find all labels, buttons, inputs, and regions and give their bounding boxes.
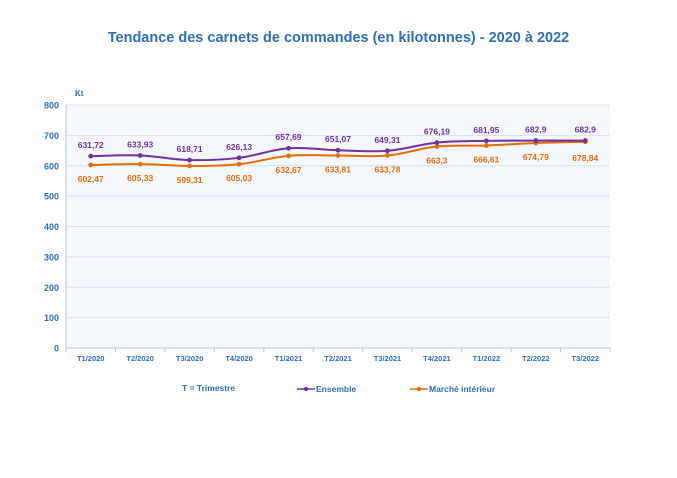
x-tick-label: T1/2020 xyxy=(77,354,105,363)
data-point-ensemble xyxy=(236,155,242,161)
legend-label-ensemble: Ensemble xyxy=(316,384,356,394)
data-point-marche-interieur xyxy=(483,143,489,148)
data-label-marche-interieur: 605,33 xyxy=(127,173,153,183)
x-tick-label: T1/2022 xyxy=(473,354,501,363)
series-lines xyxy=(88,138,588,169)
data-point-marche-interieur xyxy=(335,153,341,158)
data-label-marche-interieur: 678,84 xyxy=(572,153,598,163)
x-tick-label: T2/2021 xyxy=(324,354,352,363)
data-point-marche-interieur xyxy=(286,153,291,159)
y-tick-label: 500 xyxy=(44,192,59,202)
data-label-ensemble: 631,72 xyxy=(78,140,104,150)
data-labels: 631,72 633,93 618,71 626,13 657,69 651,07 649,… xyxy=(78,125,599,185)
data-point-marche-interieur xyxy=(385,153,390,158)
legend: Ensemble Marché intérieur xyxy=(297,384,496,394)
data-point-marche-interieur xyxy=(137,161,143,167)
data-label-ensemble: 682,9 xyxy=(525,125,547,135)
x-tick-label: T3/2021 xyxy=(374,354,402,363)
data-label-ensemble: 618,71 xyxy=(177,144,203,154)
data-label-marche-interieur: 602,47 xyxy=(78,174,104,184)
data-label-marche-interieur: 663,3 xyxy=(426,156,448,166)
axes: 0 100 200 300 400 500 600 700 800 Kt T1/2020 T2/202… xyxy=(44,89,611,363)
data-label-marche-interieur: 599,31 xyxy=(177,175,203,185)
data-label-ensemble: 649,31 xyxy=(374,135,400,145)
data-label-ensemble: 651,07 xyxy=(325,134,351,144)
data-point-ensemble xyxy=(582,138,588,143)
x-tick-label: T3/2022 xyxy=(572,354,600,363)
data-label-ensemble: 676,19 xyxy=(424,127,450,137)
data-label-marche-interieur: 605,03 xyxy=(226,173,252,183)
chart-title: Tendance des carnets de commandes (en ki… xyxy=(107,30,570,46)
data-point-marche-interieur xyxy=(187,163,193,169)
data-point-ensemble xyxy=(187,157,193,163)
gridlines xyxy=(66,104,610,348)
legend-label-marche-interieur: Marché intérieur xyxy=(429,384,496,394)
data-point-marche-interieur xyxy=(88,162,94,168)
data-label-ensemble: 626,13 xyxy=(226,142,252,152)
x-tick-label: T2/2022 xyxy=(522,354,550,363)
data-point-ensemble xyxy=(335,147,341,153)
y-tick-label: 600 xyxy=(44,161,59,171)
x-tick-label: T4/2021 xyxy=(423,354,451,363)
data-label-ensemble: 633,93 xyxy=(127,139,153,149)
data-label-marche-interieur: 666,61 xyxy=(473,155,499,165)
y-tick-label: 800 xyxy=(44,101,59,111)
data-label-marche-interieur: 674,79 xyxy=(523,152,549,162)
data-point-ensemble xyxy=(385,148,390,154)
data-label-marche-interieur: 633,78 xyxy=(374,164,400,174)
data-point-ensemble xyxy=(137,153,143,158)
y-tick-label: 200 xyxy=(44,283,59,293)
data-label-marche-interieur: 632,67 xyxy=(276,165,302,175)
x-tick-label: T1/2021 xyxy=(275,354,303,363)
y-tick-label: 100 xyxy=(44,313,59,323)
legend-marker-ensemble xyxy=(303,386,309,392)
data-point-ensemble xyxy=(88,153,94,159)
x-tick-label: T4/2020 xyxy=(225,354,253,363)
data-label-marche-interieur: 633,81 xyxy=(325,164,351,174)
legend-marker-marche-interieur xyxy=(416,386,422,392)
data-label-ensemble: 657,69 xyxy=(276,132,302,142)
trimestre-note: T = Trimestre xyxy=(182,383,236,393)
data-point-ensemble xyxy=(434,140,440,146)
data-point-ensemble xyxy=(286,145,291,151)
y-tick-label: 700 xyxy=(44,131,59,141)
data-point-ensemble xyxy=(483,138,489,144)
data-point-ensemble xyxy=(533,138,539,143)
data-label-ensemble: 681,95 xyxy=(473,125,499,135)
x-tick-label: T2/2020 xyxy=(126,354,154,363)
data-point-marche-interieur xyxy=(236,161,242,167)
data-label-ensemble: 682,9 xyxy=(575,125,597,135)
y-tick-label: 300 xyxy=(44,252,59,262)
x-tick-label: T3/2020 xyxy=(176,354,204,363)
y-tick-label: 0 xyxy=(54,344,59,354)
y-axis-unit: Kt xyxy=(75,89,84,98)
y-tick-label: 400 xyxy=(44,222,59,232)
data-point-marche-interieur xyxy=(434,144,440,149)
